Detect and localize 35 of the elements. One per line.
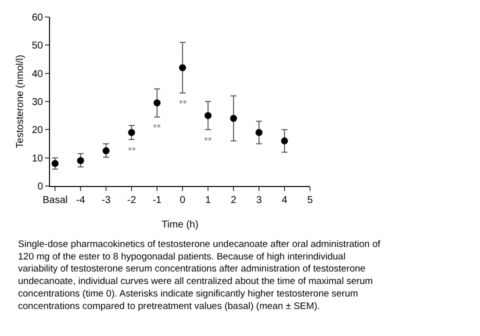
x-tick-label: Basal: [42, 195, 68, 206]
x-tick-label: 3: [256, 195, 262, 206]
point: [77, 157, 84, 164]
y-tick-label: 40: [32, 68, 44, 80]
x-tick-label: 0: [180, 195, 186, 206]
y-tick-label: 50: [32, 40, 44, 52]
y-tick-label: 0: [37, 182, 44, 192]
annotation: **: [128, 146, 136, 157]
x-tick-label: -3: [102, 195, 111, 206]
point: [154, 99, 161, 106]
point: [52, 160, 59, 167]
annotation: **: [153, 123, 161, 134]
x-tick-label: -2: [127, 195, 136, 206]
annotation: **: [204, 136, 212, 147]
x-tick-label: -1: [152, 195, 162, 206]
x-tick-label: 1: [205, 195, 212, 206]
annotation: **: [179, 99, 187, 110]
x-tick-label: -4: [76, 195, 86, 206]
y-tick-label: 30: [32, 97, 44, 108]
point: [179, 64, 186, 72]
point: [281, 137, 288, 144]
x-axis-title: Time (h): [162, 220, 198, 230]
x-tick-label: 4: [282, 195, 288, 206]
point: [102, 147, 110, 154]
y-axis-title: Testosterone (nmol/l): [14, 54, 26, 148]
point: [204, 112, 212, 120]
x-tick-label: 2: [230, 195, 237, 206]
text: Single-dose pharmacokinetics of testosterone undecanoate after oral administration of 120 mg of the ester to 8 hypogonadal patients. Because of high interindividual variability of testosterone serum concentrations after administration of testosterone undecanoate, individual curves were all centralized about the time of maximal serum concentrations (time 0). Asterisks indicate significantly higher testosterone serum concentrations compared to pretreatment values (basal) (mean ± SEM).: [18, 239, 381, 312]
x-tick-label: 5: [307, 195, 314, 206]
point: [128, 128, 136, 136]
y-tick-label: 20: [32, 125, 44, 136]
point: [230, 114, 238, 122]
y-tick-label: 60: [32, 12, 44, 24]
y-tick-label: 10: [32, 153, 44, 164]
point: [256, 128, 263, 136]
